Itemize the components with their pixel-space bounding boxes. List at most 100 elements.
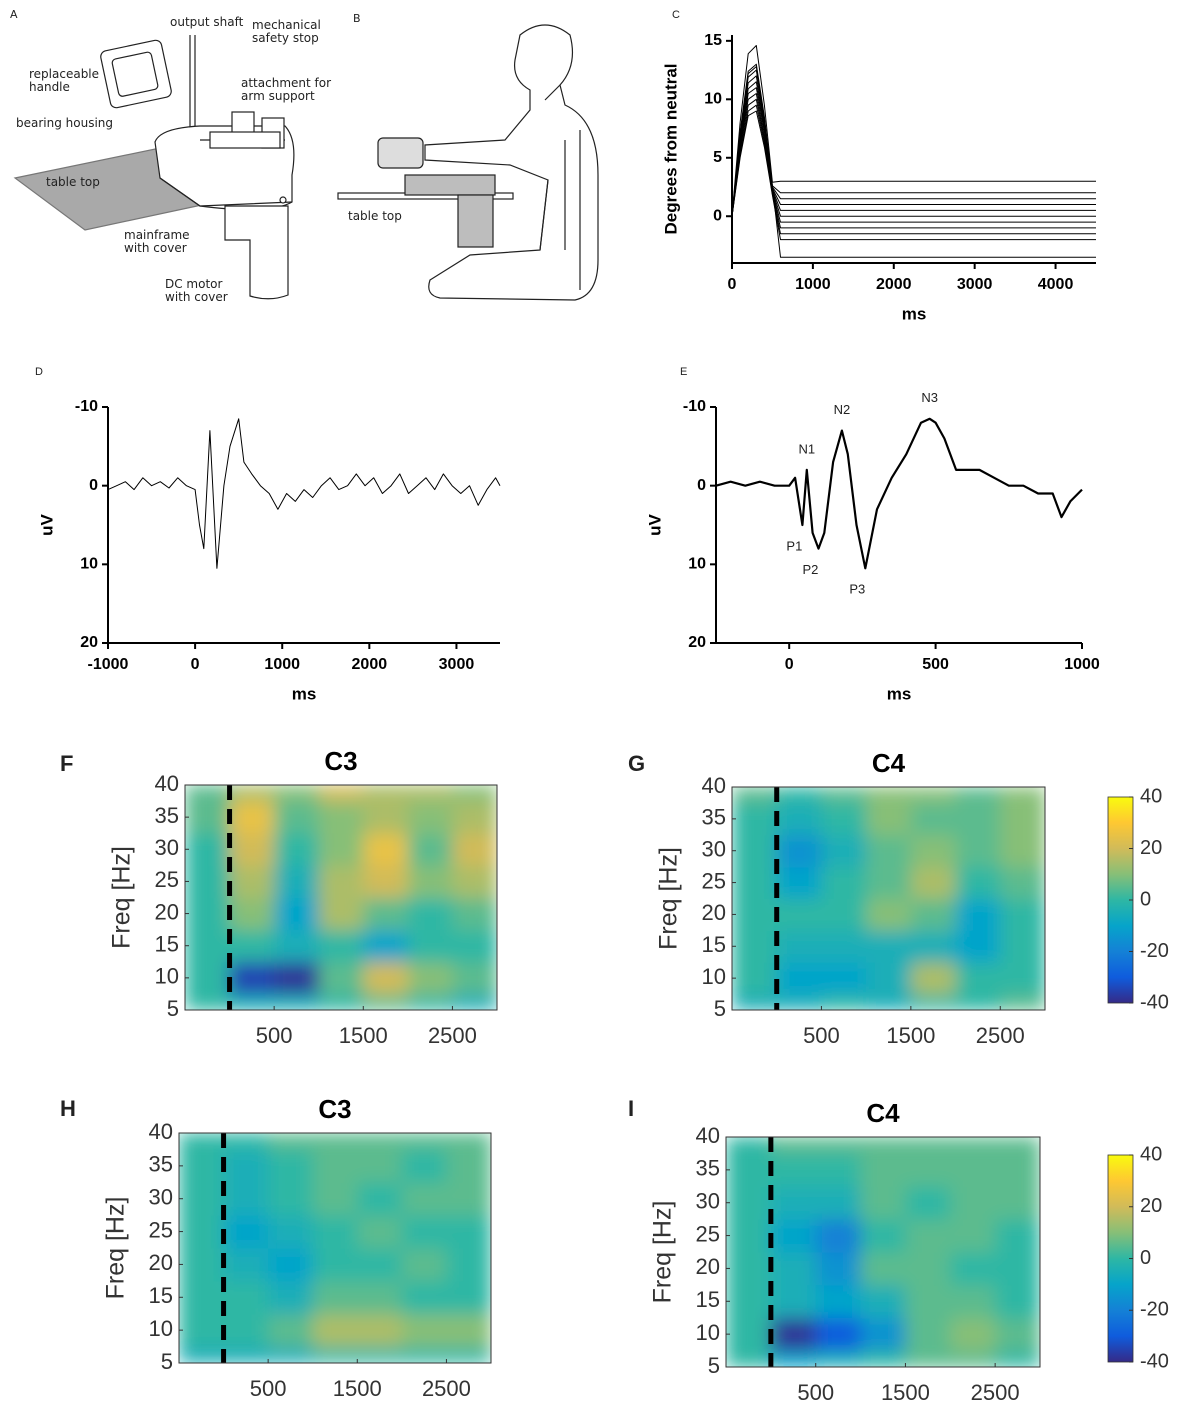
heatmap-cell [776,802,822,836]
heatmap-cell [770,1186,817,1220]
heatmap-blur [726,1137,1040,1367]
heatmap-cell [268,1215,314,1249]
heatmap-cell [407,833,453,866]
x-tick-label: 1500 [339,1023,388,1048]
colorbar [1107,1154,1134,1363]
y-tick-label: 10 [149,1316,173,1341]
heatmap-cell [821,898,867,931]
heatmap-cell [860,1153,906,1187]
heatmap-cell [910,994,957,1010]
heatmap-cell [357,1248,403,1282]
heatmap-cell [821,962,867,995]
colorbar-tick-label: 40 [1140,1143,1162,1165]
heatmap-cell [995,1186,1040,1220]
y-tick-label: 5 [161,1349,173,1374]
colorbar-tick-label: 0 [1140,888,1151,910]
heatmap-cell [995,1284,1040,1319]
y-tick-label: 5 [708,1353,720,1378]
heatmap-cell [357,1182,403,1216]
heatmap-cell [950,1219,996,1253]
heatmap-blur [732,787,1045,1010]
heatmap-cell [955,802,1001,836]
heatmap-cell [726,1252,772,1286]
heatmap-cell [229,929,275,963]
heatmap-cell [363,833,409,866]
heatmap-cell [407,801,453,834]
heatmap-cell [268,1280,314,1315]
heatmap-cell [770,1153,817,1187]
heatmap-cell [363,897,409,931]
heatmap-cell [363,865,409,898]
heatmap-cell [401,1280,447,1315]
data-line [731,69,1096,217]
heatmap-cell [995,1153,1040,1187]
heatmap-cell [821,930,867,963]
x-tick-label: 0 [191,656,200,673]
heatmap-cell [955,962,1001,995]
heatmap-chart: 5 10 15 20 25 30 35 40 500 1500 2500 C3 Freq [Hz] [102,1094,492,1401]
annotation: bearing housing [16,116,114,130]
heatmap-cell [950,1186,996,1220]
panel-letter: E [680,366,687,378]
heatmap-cell [274,961,320,995]
heatmap-cell [726,1317,772,1352]
data-line [731,104,1096,235]
heatmap-cell [950,1317,996,1352]
heatmap-cell [223,1149,269,1183]
x-tick-label: 0 [785,656,794,673]
annotation: output shaft [170,15,244,29]
heatmap-cell [732,802,778,836]
x-tick-label: 1500 [886,1023,935,1048]
y-tick-label: 40 [696,1123,720,1148]
peak-label: N2 [834,402,851,417]
data-line [731,81,1096,217]
y-tick-label: 20 [155,899,179,924]
colorbar-tick-label: -40 [1140,991,1169,1013]
y-tick-label: 15 [149,1283,173,1308]
x-tick-label: 2500 [422,1376,471,1401]
heatmap-cell [950,1350,996,1367]
heatmap-cell [318,865,364,898]
heatmap-cell [229,833,275,866]
x-tick-label: 2500 [971,1380,1020,1403]
y-tick-label: 35 [149,1152,173,1177]
peak-label: P2 [803,562,819,577]
heatmap-cell [229,961,275,995]
heatmap-cell [726,1137,772,1154]
y-tick-label: 10 [80,556,98,573]
heatmap-cell [268,1248,314,1282]
heatmap-cell [229,801,275,834]
heatmap-cell [860,1284,906,1319]
heatmap-cell [866,898,912,931]
heatmap-cell [452,993,497,1010]
heatmap-cell [910,930,957,963]
heatmap-cell [732,866,778,899]
y-tick-label: -10 [683,398,706,415]
x-tick-label: 1000 [264,656,300,673]
y-tick-label: 20 [688,634,706,651]
heatmap-cell [268,1182,314,1216]
y-tick-label: 40 [702,773,726,798]
y-tick-label: 40 [155,771,179,796]
heatmap-cell [318,961,364,995]
heatmap-cell [312,1280,358,1315]
heatmap-cell [950,1252,996,1286]
heatmap-cell [446,1248,491,1282]
chart-title: C4 [872,748,906,778]
heatmap-cell [318,993,364,1010]
y-tick-label: 10 [688,556,706,573]
heatmap-cell [363,961,409,995]
heatmap-cell [185,865,231,898]
heatmap-cell [995,1137,1040,1154]
y-axis-label: Degrees from neutral [661,64,680,235]
colorbar-tick-label: -20 [1140,940,1169,962]
heatmap-cell [860,1186,906,1220]
annotation: mainframe with cover [124,228,190,255]
heatmap-cell [274,993,320,1010]
plot-frame [184,784,498,1011]
heatmap-cell [407,785,453,802]
y-axis-label: Freq [Hz] [102,1197,130,1300]
data-line [731,87,1096,217]
heatmap-cell [815,1153,862,1187]
heatmap-cell [363,993,409,1010]
